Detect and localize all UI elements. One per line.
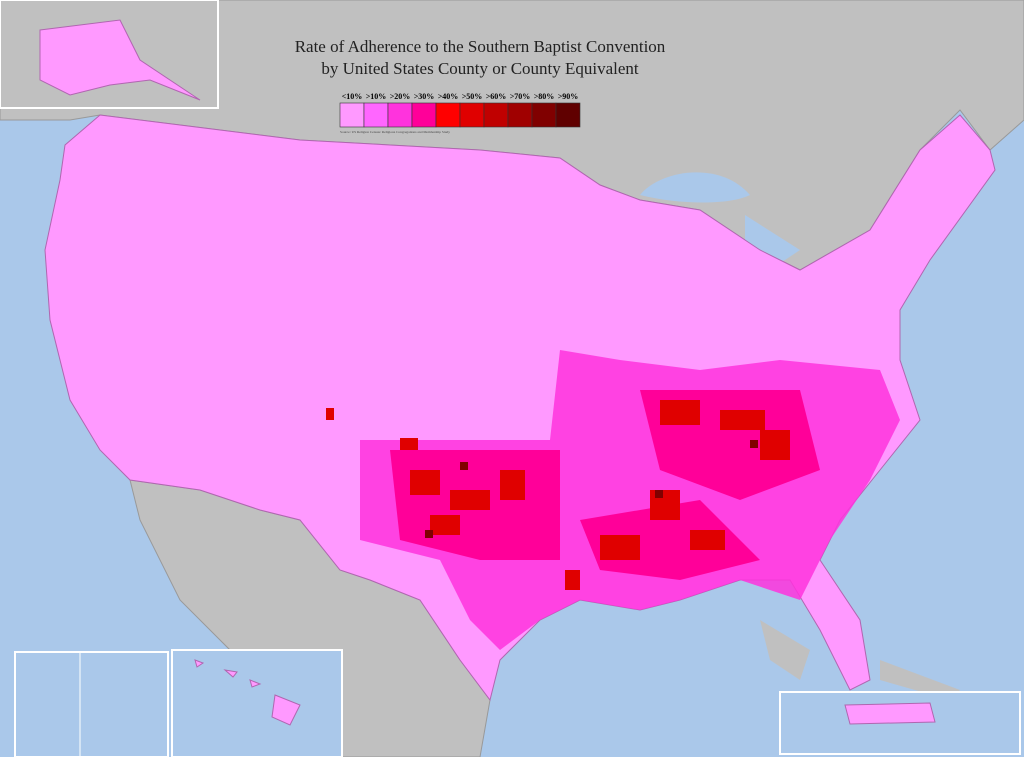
legend-label: >20% <box>390 92 411 101</box>
legend-swatch <box>411 102 437 128</box>
legend-label: >90% <box>558 92 579 101</box>
extreme-adherence <box>425 440 758 538</box>
legend-swatch <box>339 102 365 128</box>
legend-label: <10% <box>342 92 363 101</box>
legend-label: >40% <box>438 92 459 101</box>
legend: <10% >10% >20% >30% >40% >50% >60% >70% >80% >90% <box>339 92 581 128</box>
legend-label: >80% <box>534 92 555 101</box>
legend-swatch <box>363 102 389 128</box>
legend-swatch <box>387 102 413 128</box>
hawaii-inset <box>171 649 343 757</box>
legend-label: >10% <box>366 92 387 101</box>
legend-label: >50% <box>462 92 483 101</box>
hawaii <box>194 659 301 726</box>
source: Source: US Religion Census: Religious Co… <box>340 130 450 134</box>
very-high-adherence <box>326 400 790 590</box>
lake-superior <box>640 172 750 203</box>
legend-label: >30% <box>414 92 435 101</box>
legend-label: >60% <box>486 92 507 101</box>
title: by United States County or County Equiva… <box>321 59 639 78</box>
legend-swatch <box>531 102 557 128</box>
caribbean <box>760 620 960 700</box>
pacific-inset <box>14 651 169 757</box>
title: Rate of Adherence to the Southern Baptis… <box>295 37 666 56</box>
legend-swatch <box>459 102 485 128</box>
legend-swatch <box>555 102 581 128</box>
legend-swatch <box>435 102 461 128</box>
legend-swatch <box>483 102 509 128</box>
puerto-rico <box>844 702 936 725</box>
alaska <box>39 19 201 101</box>
legend-swatch <box>507 102 533 128</box>
legend-label: >70% <box>510 92 531 101</box>
